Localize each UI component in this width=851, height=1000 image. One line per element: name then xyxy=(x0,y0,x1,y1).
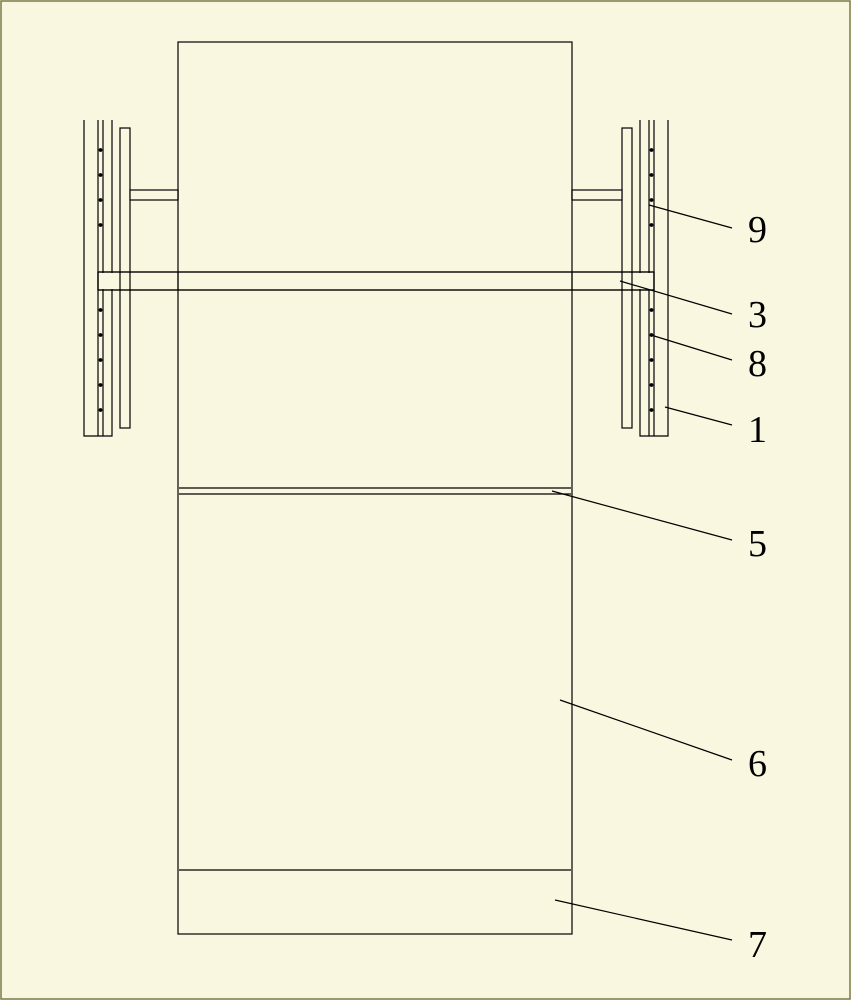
label-5: 5 xyxy=(748,522,767,566)
right-cap-top xyxy=(572,190,622,200)
crossbar xyxy=(98,272,654,290)
label-3: 3 xyxy=(748,293,767,337)
crossbar-cover-left xyxy=(99,273,177,289)
label-6: 6 xyxy=(748,742,767,786)
label-7: 7 xyxy=(748,923,767,967)
page-bg xyxy=(0,0,851,1000)
label-8: 8 xyxy=(748,342,767,386)
label-9: 9 xyxy=(748,208,767,252)
label-1: 1 xyxy=(748,408,767,452)
diagram-canvas xyxy=(0,0,851,1000)
left-cap-top xyxy=(130,190,178,200)
